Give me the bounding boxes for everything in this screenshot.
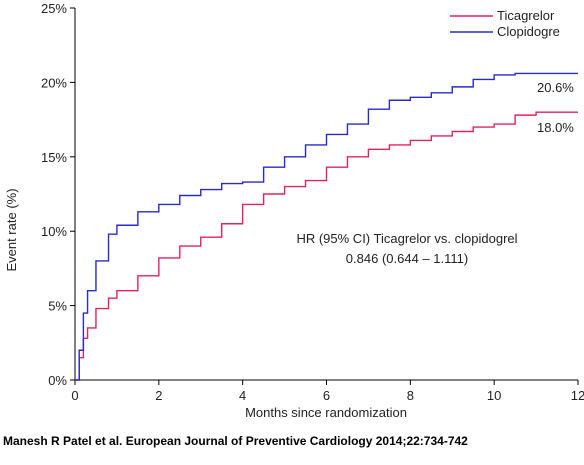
x-tick-label: 4 — [239, 388, 246, 403]
end-label-ticagrelor: 18.0% — [537, 120, 574, 135]
y-tick-label: 10% — [41, 224, 67, 239]
y-ticks: 0% 5% 10% 15% 20% 25% — [41, 1, 75, 388]
x-tick-label: 8 — [407, 388, 414, 403]
series-line-ticagrelor — [75, 111, 578, 381]
series-layer — [75, 72, 578, 381]
x-ticks: 0 2 4 6 8 10 12 — [71, 380, 584, 403]
y-tick-label: 20% — [41, 75, 67, 90]
end-label-clopidogrel: 20.6% — [537, 80, 574, 95]
y-tick-label: 15% — [41, 150, 67, 165]
x-axis-title: Months since randomization — [245, 405, 407, 420]
y-tick-label: 0% — [48, 373, 67, 388]
x-tick-label: 6 — [323, 388, 330, 403]
km-chart: 0% 5% 10% 15% 20% 25% 0 2 4 6 8 10 12 Event rate (%… — [4, 1, 584, 420]
citation: Manesh R Patel et al. European Journal o… — [3, 434, 468, 448]
x-tick-label: 0 — [71, 388, 78, 403]
y-axis-title: Event rate (%) — [4, 188, 19, 271]
y-tick-label: 5% — [48, 299, 67, 314]
legend: Ticagrelor Clopidogre — [450, 8, 560, 39]
x-tick-label: 10 — [487, 388, 501, 403]
axes — [74, 8, 578, 381]
x-tick-label: 2 — [155, 388, 162, 403]
legend-label-clopidogrel: Clopidogre — [497, 24, 560, 39]
legend-label-ticagrelor: Ticagrelor — [497, 8, 555, 23]
hr-annotation-line2: 0.846 (0.644 – 1.111) — [346, 251, 468, 266]
hr-annotation-line1: HR (95% CI) Ticagrelor vs. clopidogrel — [296, 231, 517, 246]
x-tick-label: 12 — [571, 388, 584, 403]
y-tick-label: 25% — [41, 1, 67, 16]
series-line-clopidogrel — [75, 72, 578, 381]
